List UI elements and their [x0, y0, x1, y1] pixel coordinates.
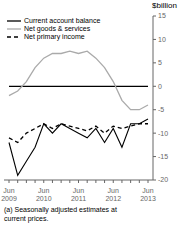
html-text:Net goods & services: Net goods & services — [24, 25, 91, 32]
html-text:Current account balance: Current account balance — [24, 17, 101, 24]
svg-text:-20: -20 — [158, 176, 168, 183]
svg-text:-5: -5 — [158, 106, 164, 113]
svg-text:Jun2012: Jun2012 — [105, 187, 121, 202]
svg-text:0: 0 — [158, 83, 162, 90]
svg-text:10: 10 — [158, 36, 166, 43]
svg-text:Jun2013: Jun2013 — [140, 187, 156, 202]
svg-text:-15: -15 — [158, 153, 168, 160]
svg-text:15: 15 — [158, 12, 166, 19]
svg-text:Jun2011: Jun2011 — [71, 187, 86, 202]
svg-text:5: 5 — [158, 59, 162, 66]
html-text:(a) Seasonally adjusted estima: (a) Seasonally adjusted estimates at cur… — [4, 206, 117, 222]
svg-text:Jun2009: Jun2009 — [8, 187, 17, 202]
html-text:$billion: $billion — [152, 1, 177, 10]
svg-text:Jun2010: Jun2010 — [36, 187, 52, 202]
svg-text:-10: -10 — [158, 130, 168, 137]
html-text:Net primary income: Net primary income — [24, 33, 85, 40]
